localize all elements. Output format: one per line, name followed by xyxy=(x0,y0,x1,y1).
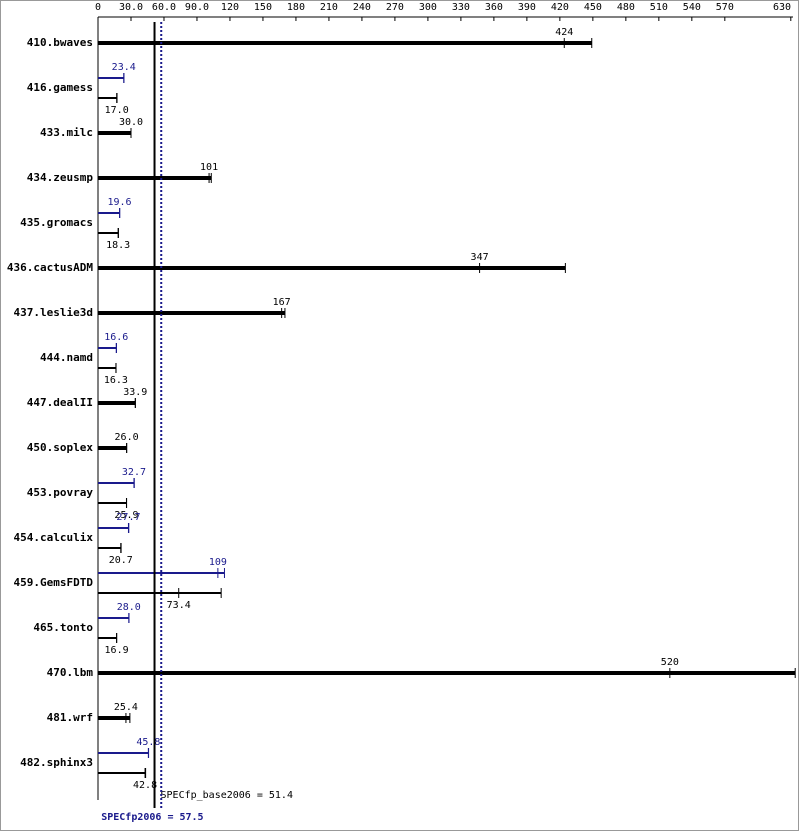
x-tick-label: 60.0 xyxy=(152,2,176,13)
value-label: 33.9 xyxy=(123,387,147,398)
value-label: 27.7 xyxy=(116,512,140,523)
bar xyxy=(98,131,131,135)
x-tick-label: 450 xyxy=(584,2,602,13)
value-label: 16.3 xyxy=(104,375,128,386)
category-label: 416.gamess xyxy=(27,81,93,94)
category-label: 454.calculix xyxy=(14,531,94,544)
bar xyxy=(98,527,129,529)
category-label: 470.lbm xyxy=(47,666,94,679)
category-label: 433.milc xyxy=(40,126,93,139)
value-label: 45.8 xyxy=(136,737,160,748)
category-label: 436.cactusADM xyxy=(7,261,93,274)
x-tick-label: 30.0 xyxy=(119,2,143,13)
value-label: 25.9 xyxy=(114,510,138,521)
bar xyxy=(98,502,127,504)
x-tick-label: 90.0 xyxy=(185,2,209,13)
bar xyxy=(98,41,592,45)
bar xyxy=(98,311,285,315)
bar xyxy=(98,482,135,484)
value-label: 109 xyxy=(209,557,227,568)
bar xyxy=(98,347,117,349)
x-tick-label: 150 xyxy=(254,2,272,13)
bar xyxy=(98,716,130,720)
x-tick-label: 120 xyxy=(221,2,239,13)
category-label: 459.GemsFDTD xyxy=(14,576,94,589)
value-label: 16.6 xyxy=(104,332,128,343)
bar xyxy=(98,232,119,234)
category-label: 450.soplex xyxy=(27,441,94,454)
bar xyxy=(98,446,127,450)
bar xyxy=(98,671,796,675)
value-label: 23.4 xyxy=(112,62,136,73)
category-label: 444.namd xyxy=(40,351,93,364)
bar xyxy=(98,572,225,574)
category-label: 482.sphinx3 xyxy=(20,756,93,769)
x-tick-label: 630 xyxy=(773,2,791,13)
x-tick-label: 480 xyxy=(617,2,635,13)
category-label: 437.leslie3d xyxy=(14,306,93,319)
x-tick-label: 540 xyxy=(683,2,701,13)
x-tick-label: 210 xyxy=(320,2,338,13)
category-label: 435.gromacs xyxy=(20,216,93,229)
x-tick-label: 240 xyxy=(353,2,371,13)
x-tick-label: 0 xyxy=(95,2,101,13)
bar xyxy=(98,752,149,754)
bar xyxy=(98,266,566,270)
category-label: 453.povray xyxy=(27,486,94,499)
bar xyxy=(98,212,120,214)
x-tick-label: 510 xyxy=(650,2,668,13)
bar xyxy=(98,592,222,594)
x-tick-label: 390 xyxy=(518,2,536,13)
value-label: 26.0 xyxy=(115,432,139,443)
x-tick-label: 360 xyxy=(485,2,503,13)
value-label: 18.3 xyxy=(106,240,130,251)
value-label: 101 xyxy=(200,162,218,173)
value-label: 16.9 xyxy=(105,645,129,656)
value-label: 25.4 xyxy=(114,702,138,713)
bar xyxy=(98,772,146,774)
category-label: 465.tonto xyxy=(33,621,93,634)
bar xyxy=(98,547,122,549)
value-label: 424 xyxy=(555,27,573,38)
value-label: 20.7 xyxy=(109,555,133,566)
bar xyxy=(98,97,118,99)
reference-label: SPECfp_base2006 = 51.4 xyxy=(161,790,293,801)
x-tick-label: 570 xyxy=(716,2,734,13)
x-tick-label: 330 xyxy=(452,2,470,13)
value-label: 73.4 xyxy=(167,600,191,611)
reference-label: SPECfp2006 = 57.5 xyxy=(101,812,203,823)
value-label: 30.0 xyxy=(119,117,143,128)
category-label: 447.dealII xyxy=(27,396,93,409)
value-label: 167 xyxy=(273,297,291,308)
category-label: 434.zeusmp xyxy=(27,171,94,184)
category-label: 410.bwaves xyxy=(27,36,93,49)
value-label: 347 xyxy=(471,252,489,263)
bar xyxy=(98,367,117,369)
bar xyxy=(98,637,117,639)
x-tick-label: 270 xyxy=(386,2,404,13)
value-label: 19.6 xyxy=(108,197,132,208)
value-label: 32.7 xyxy=(122,467,146,478)
x-tick-label: 180 xyxy=(287,2,305,13)
bar xyxy=(98,401,136,405)
value-label: 28.0 xyxy=(117,602,141,613)
x-tick-label: 300 xyxy=(419,2,437,13)
bar xyxy=(98,617,130,619)
category-label: 481.wrf xyxy=(47,711,93,724)
value-label: 520 xyxy=(661,657,679,668)
bar xyxy=(98,77,124,79)
value-label: 42.8 xyxy=(133,780,157,791)
x-tick-label: 420 xyxy=(551,2,569,13)
value-label: 17.0 xyxy=(105,105,129,116)
